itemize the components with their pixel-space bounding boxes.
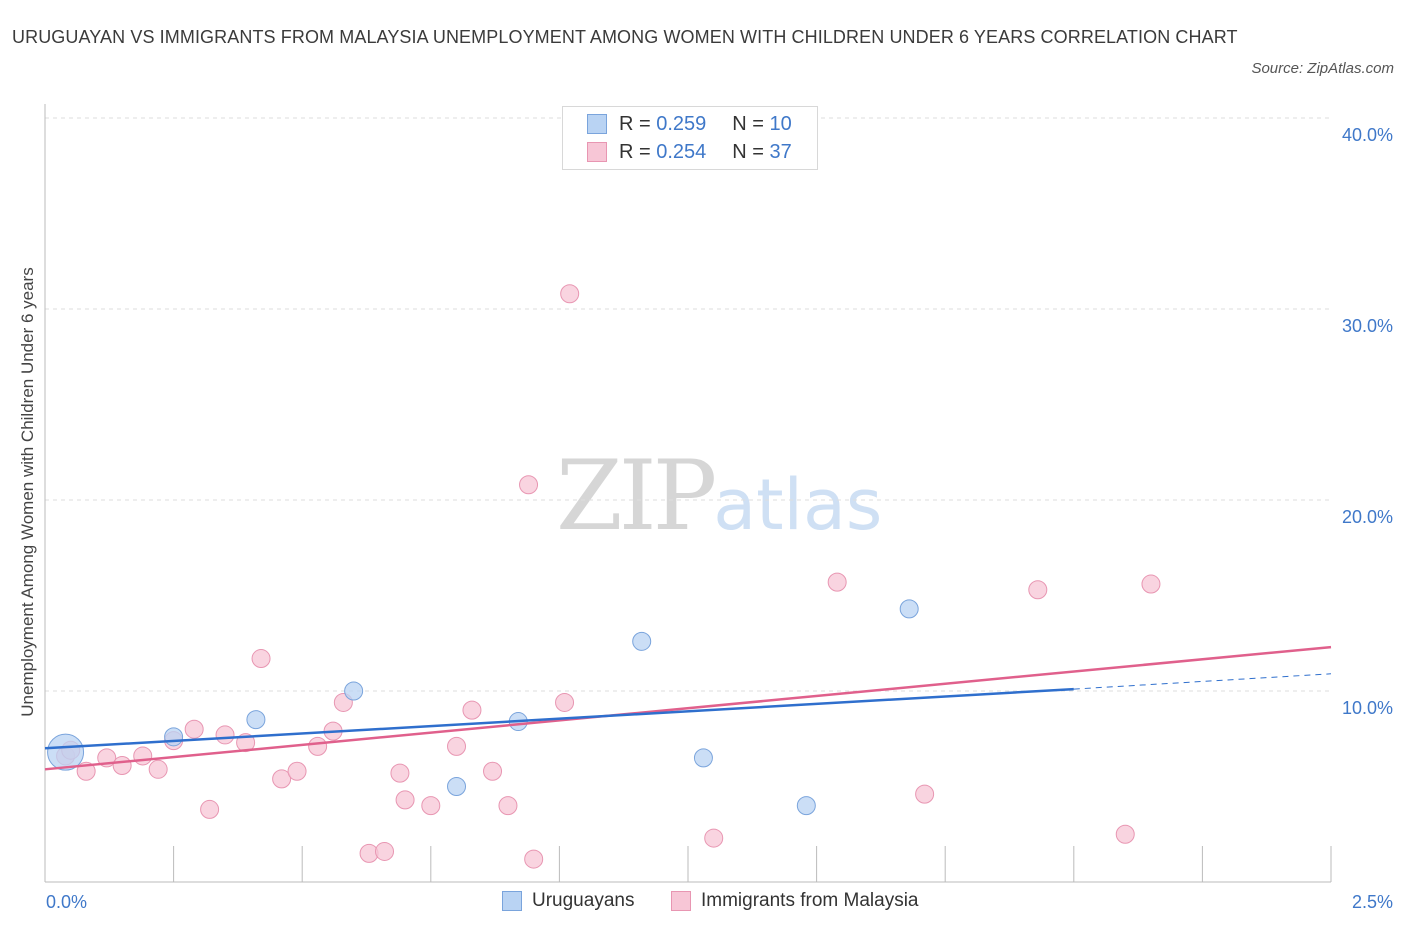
malaysia-trend-line: [44, 645, 1332, 771]
pink-swatch-icon: [587, 142, 607, 162]
y-tick-label: 30.0%: [1342, 316, 1393, 336]
malaysia-point: [148, 759, 168, 779]
legend-label: Uruguayans: [532, 890, 635, 911]
malaysia-point: [308, 736, 328, 756]
malaysia-point: [421, 796, 441, 816]
malaysia-point: [555, 692, 575, 712]
n-label: N =: [732, 112, 764, 135]
correlation-legend: R = 0.259 N = 10 R = 0.254 N = 37: [562, 106, 818, 170]
n-value: 10: [769, 112, 792, 135]
uruguayan-point: [47, 733, 85, 771]
malaysia-point: [272, 769, 292, 789]
uruguayan-point: [246, 710, 266, 730]
x-tick-label: 0.0%: [46, 892, 87, 912]
malaysia-point: [375, 841, 395, 861]
legend-item-malaysia[interactable]: Immigrants from Malaysia: [671, 888, 919, 914]
malaysia-point: [462, 700, 482, 720]
malaysia-point: [483, 761, 503, 781]
malaysia-point: [251, 649, 271, 669]
malaysia-point: [519, 475, 539, 495]
y-tick-label: 20.0%: [1342, 507, 1393, 527]
source-credit: Source: ZipAtlas.com: [1251, 60, 1394, 77]
n-label: N =: [732, 140, 764, 163]
malaysia-point: [560, 284, 580, 304]
watermark: ZIPatlas: [556, 440, 882, 552]
x-tick-label: 2.5%: [1352, 892, 1393, 912]
uruguayan-point: [899, 599, 919, 619]
malaysia-point: [287, 761, 307, 781]
legend-row-uruguayans: R = 0.259 N = 10: [587, 112, 792, 136]
malaysia-point: [133, 746, 153, 766]
r-value: 0.259: [656, 112, 707, 135]
uruguayan-point: [632, 631, 652, 651]
blue-swatch-icon: [502, 891, 522, 911]
r-label: R =: [619, 140, 651, 163]
blue-swatch-icon: [587, 114, 607, 134]
uruguayan-point: [344, 681, 364, 701]
chart-title: URUGUAYAN VS IMMIGRANTS FROM MALAYSIA UN…: [12, 27, 1238, 47]
malaysia-point: [1115, 824, 1135, 844]
uruguayan-point: [693, 748, 713, 768]
malaysia-point: [447, 736, 467, 756]
malaysia-point: [524, 849, 544, 869]
uruguayan-point: [447, 777, 467, 796]
r-value: 0.254: [656, 140, 707, 163]
malaysia-point: [395, 790, 415, 810]
uruguayan-trend-line: [44, 687, 1074, 750]
malaysia-point: [200, 799, 220, 819]
malaysia-point: [1141, 574, 1161, 594]
pink-swatch-icon: [671, 891, 691, 911]
y-tick-label: 10.0%: [1342, 698, 1393, 718]
n-value: 37: [769, 140, 792, 163]
y-tick-label: 40.0%: [1342, 125, 1393, 145]
watermark-zip: ZIP: [556, 440, 717, 552]
malaysia-point: [184, 719, 204, 739]
malaysia-point: [498, 796, 518, 816]
legend-item-uruguayans[interactable]: Uruguayans: [502, 888, 634, 914]
uruguayan-trend-extension: [1073, 673, 1332, 690]
malaysia-point: [112, 755, 132, 775]
r-label: R =: [619, 112, 651, 135]
legend-label: Immigrants from Malaysia: [701, 890, 919, 911]
malaysia-point: [915, 784, 935, 804]
malaysia-point: [1028, 580, 1048, 600]
uruguayan-point: [796, 796, 816, 816]
malaysia-point: [704, 828, 724, 848]
malaysia-point: [827, 572, 847, 592]
malaysia-point: [215, 725, 235, 745]
uruguayan-point: [164, 727, 184, 747]
legend-row-malaysia: R = 0.254 N = 37: [587, 140, 792, 164]
malaysia-point: [390, 763, 410, 783]
watermark-atlas: atlas: [713, 464, 883, 546]
